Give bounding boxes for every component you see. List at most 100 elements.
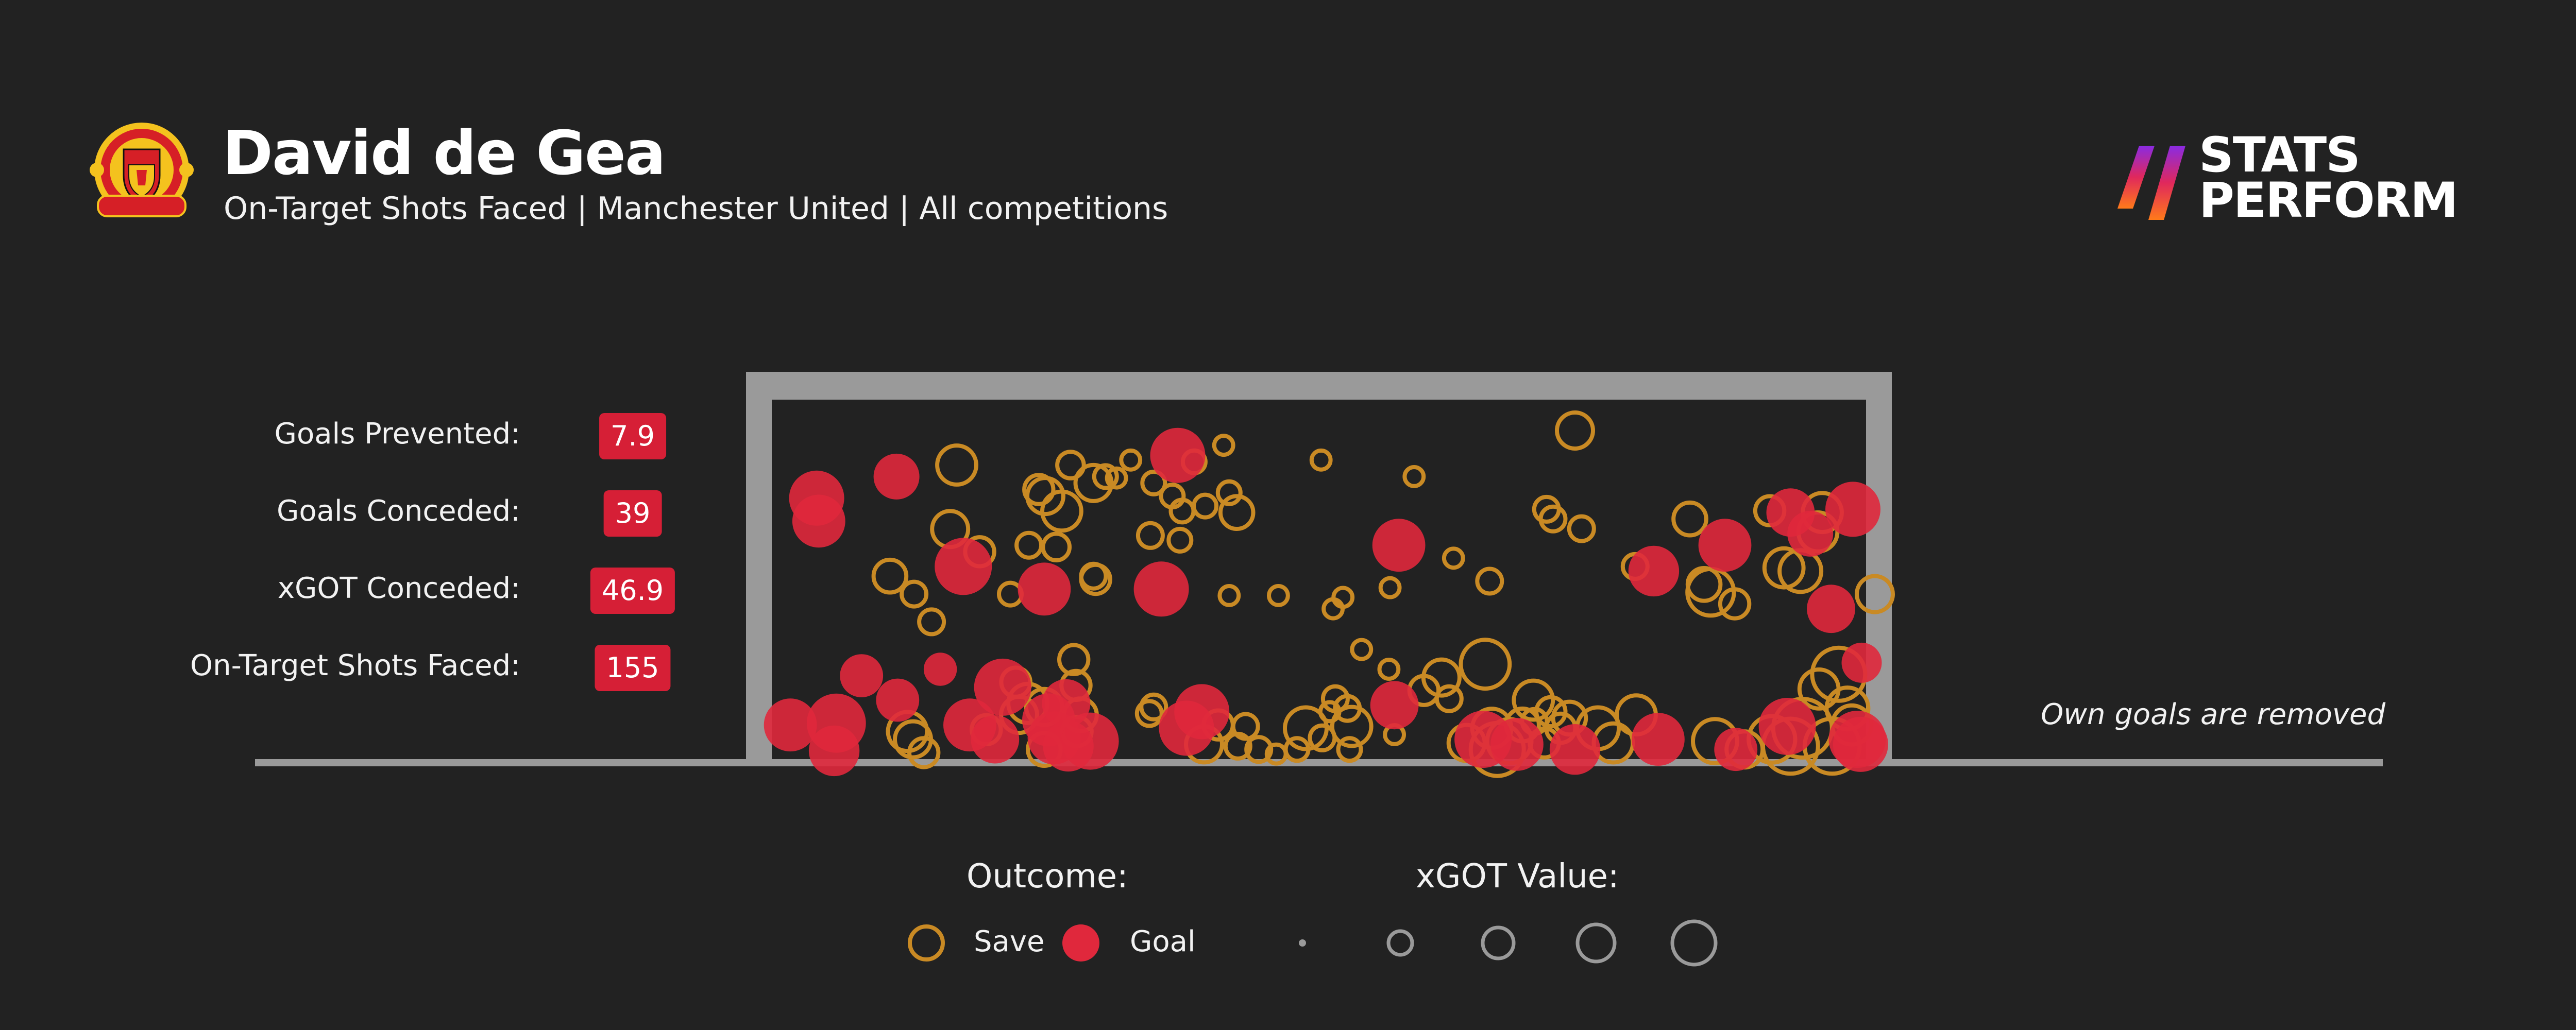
legend-xgot-size-marker xyxy=(1575,922,1617,964)
shot-goal-point xyxy=(1061,712,1119,770)
goal-left-post xyxy=(746,372,772,762)
shot-save-point xyxy=(1350,638,1374,661)
shot-save-point xyxy=(1538,504,1568,534)
shot-goal-point xyxy=(1150,427,1206,483)
shot-save-point xyxy=(1166,526,1194,554)
stat-label-goals-conceded: Goals Conceded: xyxy=(276,494,520,528)
shot-goal-point xyxy=(971,715,1020,764)
shot-save-point xyxy=(1330,705,1374,748)
legend-xgot-size-marker xyxy=(1670,919,1718,967)
shot-goal-point xyxy=(935,538,992,595)
shot-save-point xyxy=(1079,562,1112,596)
shot-save-point xyxy=(1378,576,1402,599)
brand-line-1: STATS xyxy=(2199,127,2361,183)
legend-xgot-size-marker xyxy=(1299,939,1306,947)
shot-save-point xyxy=(1073,462,1114,503)
shot-goal-point xyxy=(1825,482,1880,537)
shot-save-point xyxy=(1402,465,1426,488)
shot-save-point xyxy=(1140,469,1167,496)
shot-save-point xyxy=(1855,574,1895,614)
stat-badge-goals-conceded: 39 xyxy=(603,490,662,537)
shot-save-point xyxy=(907,736,941,769)
shot-goal-point xyxy=(792,494,845,548)
shots-layer xyxy=(764,410,1895,778)
legend-save-marker xyxy=(908,924,945,962)
shot-save-point xyxy=(1105,466,1128,490)
shot-goal-point xyxy=(1018,562,1071,616)
shot-save-point xyxy=(1212,434,1235,457)
shot-goal-point xyxy=(1372,519,1426,572)
manchester-united-crest-icon xyxy=(90,123,194,217)
shot-goal-point xyxy=(974,658,1031,716)
shot-goal-point xyxy=(1490,718,1544,771)
shot-save-point xyxy=(1040,489,1083,533)
shot-goal-point xyxy=(1714,728,1758,771)
stats-perform-logo-text: STATS PERFORM xyxy=(2199,127,2459,229)
shot-save-point xyxy=(1218,494,1256,531)
shot-save-point xyxy=(1442,546,1465,570)
legend-layer xyxy=(908,919,1718,967)
stat-badge-shots-faced: 155 xyxy=(595,645,671,691)
shot-goal-point xyxy=(1133,561,1189,617)
shot-save-point xyxy=(1025,476,1065,517)
legend-goal-marker xyxy=(1062,924,1099,962)
shot-goal-point xyxy=(1758,698,1816,755)
shot-save-point xyxy=(1685,566,1736,618)
shot-save-point xyxy=(935,443,978,487)
shot-save-point xyxy=(1231,712,1260,741)
stat-label-xgot-conceded: xGOT Conceded: xyxy=(277,572,520,605)
shot-goal-point xyxy=(876,678,920,722)
shot-save-point xyxy=(1718,587,1752,621)
shot-save-point xyxy=(1567,514,1596,543)
shot-save-point xyxy=(1475,566,1504,596)
shot-save-point xyxy=(1057,643,1091,676)
legend-xgot-title: xGOT Value: xyxy=(1416,857,1619,896)
shot-save-point xyxy=(1512,678,1555,722)
shot-goal-point xyxy=(1698,519,1752,572)
shot-save-point xyxy=(1244,735,1274,764)
legend-save-label: Save xyxy=(974,925,1045,958)
shot-goal-point xyxy=(873,453,920,500)
stat-badge-xgot-conceded: 46.9 xyxy=(590,568,675,614)
shot-goal-point xyxy=(1370,681,1419,730)
goal-crossbar xyxy=(746,372,1892,400)
shot-save-point xyxy=(1215,479,1243,506)
legend-xgot-size-marker xyxy=(1481,925,1516,960)
shot-save-point xyxy=(1331,586,1355,609)
shot-goal-point xyxy=(764,698,817,752)
shot-save-point xyxy=(1136,521,1165,550)
brand-line-2: PERFORM xyxy=(2199,173,2459,229)
stat-badge-goals-prevented: 7.9 xyxy=(599,413,666,459)
shot-save-point xyxy=(1377,658,1401,681)
shot-save-point xyxy=(1336,736,1363,763)
goal-right-post xyxy=(1866,372,1892,762)
shot-save-point xyxy=(1055,450,1086,480)
shot-goal-point xyxy=(923,653,957,686)
shot-goal-point xyxy=(1833,716,1888,772)
shot-save-point xyxy=(900,579,929,609)
player-name-title: David de Gea xyxy=(223,117,666,188)
shot-save-point xyxy=(1139,692,1168,722)
shot-save-point xyxy=(1459,638,1512,691)
shot-goal-point xyxy=(808,725,860,777)
shot-save-point xyxy=(1134,699,1164,728)
shot-save-point xyxy=(1119,448,1143,472)
shot-save-point xyxy=(871,557,909,595)
stat-label-shots-faced: On-Target Shots Faced: xyxy=(190,649,520,682)
legend-outcome-title: Outcome: xyxy=(967,857,1128,896)
shot-goal-point xyxy=(1174,684,1230,740)
shot-save-point xyxy=(1041,531,1072,562)
shot-save-point xyxy=(1671,500,1708,538)
shot-save-point xyxy=(1283,736,1311,763)
shot-goal-point xyxy=(840,654,884,697)
shot-save-point xyxy=(1555,410,1595,451)
shot-save-point xyxy=(1267,584,1290,607)
stats-perform-slashes-icon xyxy=(2117,146,2185,220)
stat-label-goals-prevented: Goals Prevented: xyxy=(274,417,520,451)
shot-save-point xyxy=(1092,463,1119,490)
shot-save-point xyxy=(917,607,946,637)
shot-goal-point xyxy=(1549,724,1601,775)
shot-goal-point xyxy=(1628,545,1680,597)
shot-goal-point xyxy=(1807,585,1855,633)
